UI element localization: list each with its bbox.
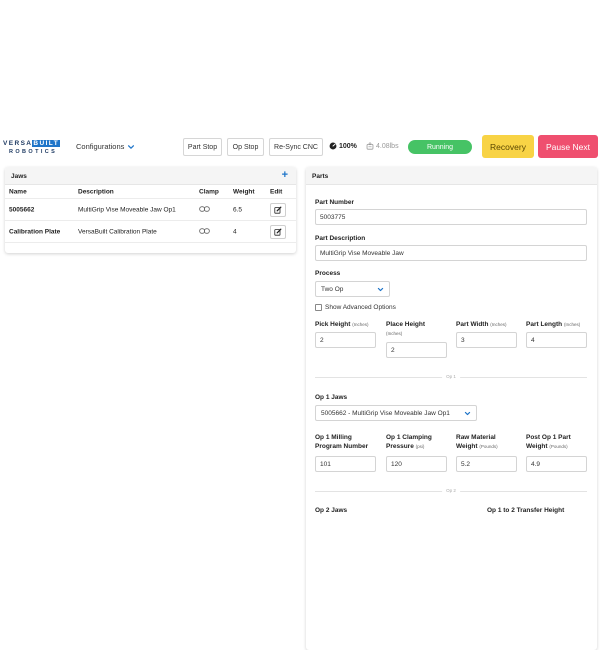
place-height-input[interactable]: 2: [386, 342, 447, 358]
raw-material-weight-input[interactable]: 5.2: [456, 456, 517, 472]
op2-divider: Op 2: [315, 487, 587, 495]
col-description: Description: [78, 188, 114, 195]
top-bar: VERSABUILT ROBOTICS Configurations Part …: [0, 130, 600, 168]
jaw-name: Calibration Plate: [9, 228, 61, 235]
edit-button[interactable]: [270, 202, 286, 217]
weight-icon: [366, 142, 374, 150]
op1-jaws-select[interactable]: 5005662 - MultiGrip Vise Moveable Jaw Op…: [315, 405, 477, 421]
advanced-options-checkbox[interactable]: [315, 304, 322, 311]
raw-material-weight-label: Raw Material Weight (Pounds): [456, 434, 498, 450]
battery-value: 100%: [339, 142, 357, 150]
op1-clamping-pressure-input[interactable]: 120: [386, 456, 447, 472]
chevron-down-icon: [464, 411, 471, 416]
jaws-card-header: Jaws +: [5, 167, 296, 185]
part-width-label: Part Width (Inches): [456, 321, 507, 328]
op1-divider: Op 1: [315, 373, 587, 381]
op1-divider-label: Op 1: [442, 373, 460, 381]
part-width-input[interactable]: 3: [456, 332, 517, 348]
transfer-height-label: Op 1 to 2 Transfer Height: [487, 507, 565, 514]
op2-divider-label: Op 2: [442, 487, 460, 495]
post-op1-weight-input[interactable]: 4.9: [526, 456, 587, 472]
configurations-label: Configurations: [76, 142, 125, 151]
table-row[interactable]: Calibration Plate VersaBuilt Calibration…: [5, 221, 296, 243]
recovery-button[interactable]: Recovery: [482, 135, 534, 158]
process-select[interactable]: Two Op: [315, 281, 390, 297]
link-icon: [199, 205, 210, 214]
pick-height-input[interactable]: 2: [315, 332, 376, 348]
op1-milling-program-input[interactable]: 101: [315, 456, 376, 472]
parts-title: Parts: [312, 173, 329, 180]
part-length-input[interactable]: 4: [526, 332, 587, 348]
part-description-label: Part Description: [315, 235, 366, 242]
running-status-badge: Running: [408, 140, 472, 154]
add-jaw-icon[interactable]: +: [281, 169, 288, 181]
chevron-down-icon: [377, 287, 384, 292]
col-name: Name: [9, 188, 27, 195]
configurations-dropdown[interactable]: Configurations: [76, 142, 135, 151]
op1-milling-program-label: Op 1 Milling Program Number: [315, 434, 369, 450]
op1-jaws-label: Op 1 Jaws: [315, 394, 348, 401]
jaw-description: VersaBuilt Calibration Plate: [78, 228, 157, 235]
jaws-title: Jaws: [11, 173, 27, 180]
op1-jaws-value: 5005662 - MultiGrip Vise Moveable Jaw Op…: [321, 409, 450, 417]
jaws-card: Jaws + Name Description Clamp Weight Edi…: [5, 167, 296, 253]
op2-jaws-label: Op 2 Jaws: [315, 507, 348, 514]
parts-card-header: Parts: [306, 167, 597, 185]
part-description-input[interactable]: MultiGrip Vise Moveable Jaw: [315, 245, 587, 261]
advanced-options-label: Show Advanced Options: [325, 304, 396, 311]
jaw-description: MultiGrip Vise Moveable Jaw Op1: [78, 206, 176, 213]
versabuilt-logo: VERSABUILT ROBOTICS: [3, 140, 69, 160]
part-stop-button[interactable]: Part Stop: [183, 138, 222, 156]
gauge-icon: [329, 142, 337, 150]
resync-cnc-button[interactable]: Re-Sync CNC: [269, 138, 323, 156]
place-height-label: Place Height (Inches): [386, 321, 426, 336]
edit-icon: [274, 206, 282, 214]
chevron-down-icon: [128, 144, 135, 149]
pause-next-button[interactable]: Pause Next: [538, 135, 598, 158]
part-length-label: Part Length (Inches): [526, 321, 581, 328]
op1-clamping-pressure-label: Op 1 Clamping Pressure (psi): [386, 434, 432, 450]
show-advanced-options[interactable]: Show Advanced Options: [315, 304, 396, 311]
parts-card: Parts Part Number 5003775 Part Descripti…: [306, 167, 597, 650]
process-value: Two Op: [321, 285, 344, 293]
jaw-name: 5005662: [9, 206, 35, 213]
jaws-table: Name Description Clamp Weight Edit 50056…: [5, 185, 296, 243]
jaw-weight: 4: [233, 228, 237, 235]
table-row[interactable]: 5005662 MultiGrip Vise Moveable Jaw Op1 …: [5, 199, 296, 221]
jaws-table-header: Name Description Clamp Weight Edit: [5, 185, 296, 199]
logo-built: BUILT: [32, 140, 61, 147]
post-op1-weight-label: Post Op 1 Part Weight (Pounds): [526, 434, 571, 450]
part-number-input[interactable]: 5003775: [315, 209, 587, 225]
part-number-label: Part Number: [315, 199, 355, 206]
edit-icon: [274, 228, 282, 236]
battery-status: 100%: [329, 142, 357, 150]
payload-weight: 4.08lbs: [366, 142, 399, 150]
logo-robotics: ROBOTICS: [9, 149, 58, 155]
col-clamp: Clamp: [199, 188, 219, 195]
jaw-weight: 6.5: [233, 206, 243, 213]
col-edit: Edit: [270, 188, 283, 195]
op-stop-button[interactable]: Op Stop: [227, 138, 264, 156]
link-icon: [199, 227, 210, 236]
edit-button[interactable]: [270, 224, 286, 239]
process-label: Process: [315, 270, 341, 277]
pick-height-label: Pick Height (Inches): [315, 321, 369, 328]
logo-versa: VERSA: [3, 140, 33, 147]
weight-value: 4.08lbs: [376, 142, 399, 150]
col-weight: Weight: [233, 188, 255, 195]
